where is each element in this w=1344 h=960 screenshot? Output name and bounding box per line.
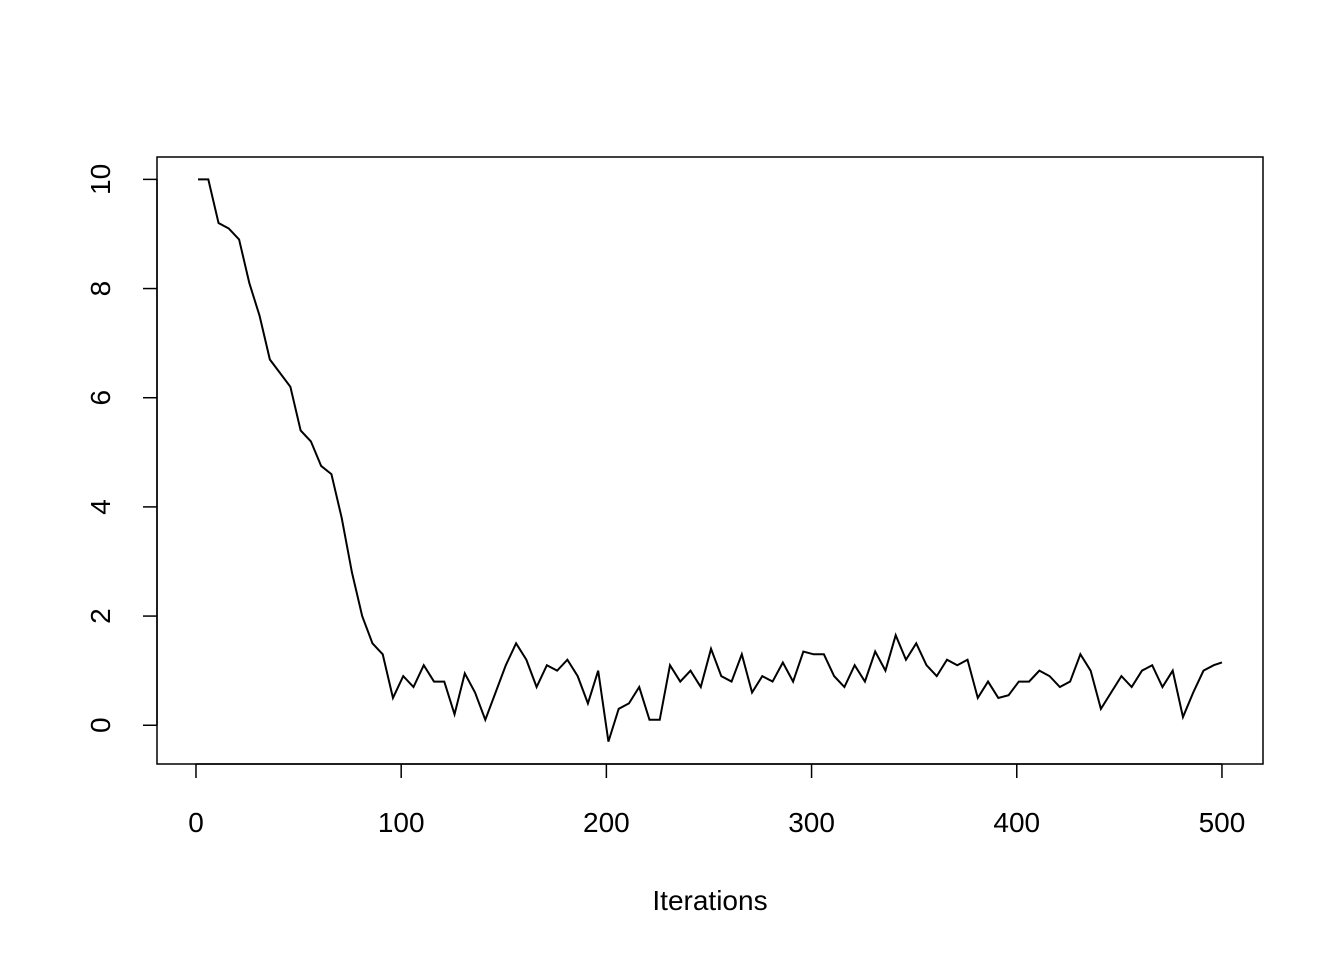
y-tick-label: 2 bbox=[85, 608, 116, 624]
y-tick-label: 8 bbox=[85, 281, 116, 297]
x-tick-label: 300 bbox=[788, 807, 835, 838]
y-tick-label: 4 bbox=[85, 499, 116, 515]
y-tick-label: 6 bbox=[85, 390, 116, 406]
x-tick-label: 400 bbox=[993, 807, 1040, 838]
y-tick-label: 10 bbox=[85, 164, 116, 195]
y-tick-label: 0 bbox=[85, 717, 116, 733]
data-line bbox=[198, 178, 1223, 742]
x-tick-label: 200 bbox=[583, 807, 630, 838]
x-tick-label: 0 bbox=[188, 807, 204, 838]
x-tick-label: 500 bbox=[1199, 807, 1246, 838]
x-tick-label: 100 bbox=[378, 807, 425, 838]
x-axis-label: Iterations bbox=[652, 885, 767, 916]
plot-frame bbox=[156, 156, 1264, 765]
